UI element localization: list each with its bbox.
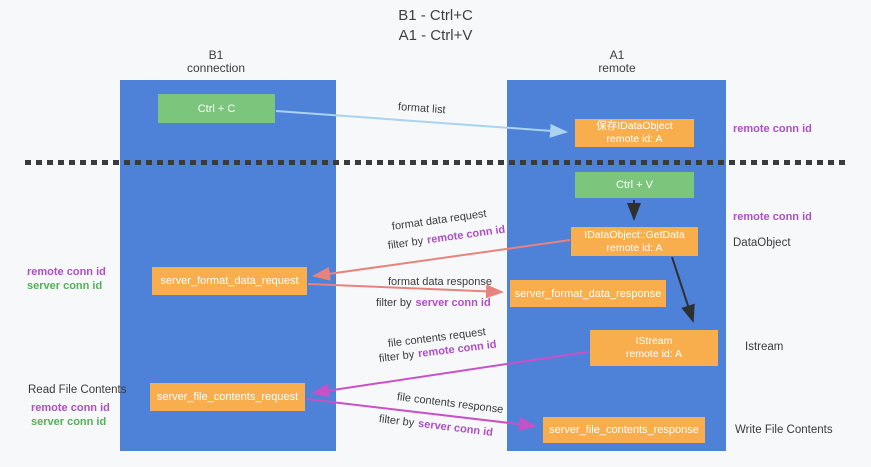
server-format-data-request-box: server_format_data_request xyxy=(152,267,307,295)
save-idataobject-box: 保存IDataObject remote id: A xyxy=(575,119,694,147)
server-file-contents-request-label: server_file_contents_request xyxy=(156,391,299,403)
left-server-conn-id-label-1: server conn id xyxy=(27,280,103,292)
lane-b1-title: B1 xyxy=(208,48,224,62)
filter-prefix: filter by xyxy=(376,297,412,309)
save-idataobject-line2: remote id: A xyxy=(606,133,663,145)
dataobject-label: DataObject xyxy=(733,237,791,249)
read-file-contents-label: Read File Contents xyxy=(28,384,127,396)
left-conn-id-group-1: remote conn id server conn id xyxy=(27,265,106,293)
getdata-line2: remote id: A xyxy=(606,241,663,254)
filter-keyword: server conn id xyxy=(415,297,491,309)
write-file-contents-label: Write File Contents xyxy=(735,424,833,436)
ctrl-v-box: Ctrl + V xyxy=(575,172,694,198)
format-data-response-label: format data response xyxy=(388,276,492,288)
diagram-title: B1 - Ctrl+C A1 - Ctrl+V xyxy=(0,6,871,46)
istream-line2: remote id: A xyxy=(625,348,683,360)
lane-b1-subtitle: connection xyxy=(186,61,246,75)
istream-side-label: Istream xyxy=(745,341,784,353)
filter-prefix: filter by xyxy=(378,413,415,430)
save-idataobject-line1: 保存IDataObject xyxy=(596,120,673,132)
server-format-data-request-label: server_format_data_request xyxy=(160,275,299,287)
title-line-2: A1 - Ctrl+V xyxy=(398,27,473,44)
file-contents-response-label: file contents response xyxy=(396,391,504,416)
filter-keyword: remote conn id xyxy=(426,223,506,247)
lane-header-a1: A1 remote xyxy=(547,49,687,75)
ctrl-c-box: Ctrl + C xyxy=(158,94,275,123)
ctrl-c-label: Ctrl + C xyxy=(197,102,236,115)
filter-keyword: server conn id xyxy=(417,417,494,439)
filter-prefix: filter by xyxy=(387,235,424,252)
server-format-data-response-box: server_format_data_response xyxy=(510,280,666,307)
idataobject-getdata-box: IDataObject::GetData remote id: A xyxy=(571,227,698,256)
left-conn-id-group-2: remote conn id server conn id xyxy=(31,401,110,429)
title-line-1: B1 - Ctrl+C xyxy=(398,7,473,24)
istream-line1: IStream xyxy=(635,335,673,347)
server-file-contents-request-box: server_file_contents_request xyxy=(150,383,305,411)
filter-by-server-conn-id-label-1: filter by server conn id xyxy=(376,297,491,309)
lane-header-b1: B1 connection xyxy=(146,49,286,75)
server-file-contents-response-label: server_file_contents_response xyxy=(549,424,699,436)
ctrl-v-label: Ctrl + V xyxy=(616,179,653,191)
lane-a1-subtitle: remote xyxy=(598,61,636,75)
server-file-contents-response-box: server_file_contents_response xyxy=(543,417,705,443)
left-server-conn-id-label-2: server conn id xyxy=(31,416,107,428)
right-remote-conn-id-label-1: remote conn id xyxy=(733,123,812,135)
server-format-data-response-label: server_format_data_response xyxy=(514,287,662,300)
dashed-divider xyxy=(25,160,845,165)
lane-a1-title: A1 xyxy=(609,48,625,62)
format-list-label: format list xyxy=(397,101,446,117)
filter-by-server-conn-id-label-2: filter by server conn id xyxy=(378,413,493,439)
getdata-line1: IDataObject::GetData xyxy=(584,228,685,241)
filter-prefix: filter by xyxy=(378,348,415,365)
istream-box: IStream remote id: A xyxy=(590,330,718,366)
left-remote-conn-id-label-2: remote conn id xyxy=(31,402,110,414)
right-remote-conn-id-label-2: remote conn id xyxy=(733,211,812,223)
left-remote-conn-id-label-1: remote conn id xyxy=(27,266,106,278)
